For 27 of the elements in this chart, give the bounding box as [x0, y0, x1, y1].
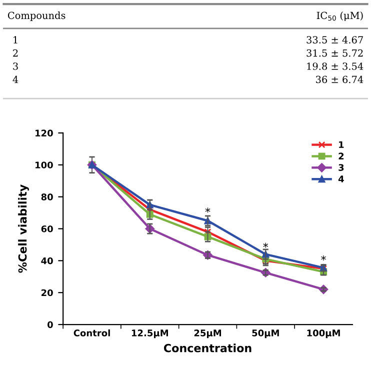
x-tick-label: Control [74, 329, 110, 336]
annotation: * [205, 208, 210, 213]
y-axis-title: %Cell viability [18, 184, 29, 273]
text: 2 31.5 ± 5.72 [13, 49, 363, 57]
text: 3 19.8 ± 3.54 [13, 62, 364, 70]
y-tick-label: 20 [42, 289, 53, 296]
x-axis-title: Concentration [164, 344, 252, 352]
legend-label: 1 [339, 141, 344, 148]
text: 4 36 ± 6.74 [12, 76, 364, 84]
legend-label: 4 [338, 176, 344, 182]
y-tick-label: 40 [41, 257, 53, 264]
legend-label: 2 [338, 152, 344, 160]
text: Compounds [8, 12, 66, 21]
y-tick-label: 120 [36, 130, 53, 136]
annotation: * [263, 242, 268, 248]
x-tick-label: 50μM [252, 330, 279, 338]
annotation: * [321, 255, 326, 261]
y-tick-label: 0 [48, 321, 53, 328]
y-tick-label: 100 [36, 162, 53, 168]
x-tick-label: 12.5μM [132, 330, 168, 338]
y-tick-label: 60 [41, 225, 53, 232]
text: IC$_{50}$ (μM) [316, 12, 363, 21]
legend-label: 3 [338, 164, 344, 171]
x-tick-label: 25μM [194, 330, 222, 338]
x-tick-label: 100μM [307, 330, 340, 338]
y-tick-label: 80 [41, 194, 53, 200]
text: 1 33.5 ± 4.67 [14, 36, 363, 44]
